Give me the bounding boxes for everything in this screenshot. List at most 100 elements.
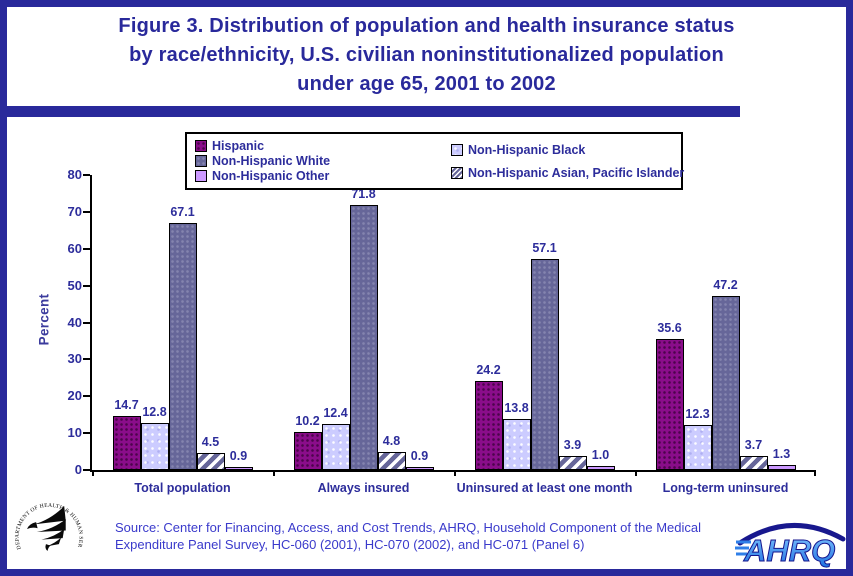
legend-item: Non-Hispanic Other bbox=[195, 169, 451, 183]
bar-value-label: 10.2 bbox=[295, 414, 320, 429]
legend-item-label: Non-Hispanic White bbox=[212, 153, 331, 168]
y-axis-tick-mark bbox=[83, 321, 90, 324]
legend-item-label: Non-Hispanic Black bbox=[468, 142, 586, 157]
y-axis-tick-label: 0 bbox=[74, 462, 82, 477]
bar bbox=[683, 424, 712, 470]
x-axis-tick-mark bbox=[635, 470, 637, 476]
title-divider-rule bbox=[0, 106, 740, 117]
bar-value-label: 35.6 bbox=[657, 320, 682, 335]
legend-item: Hispanic bbox=[195, 139, 451, 153]
y-axis-tick-mark bbox=[83, 358, 90, 361]
legend-item: Non-Hispanic Black bbox=[451, 143, 684, 157]
bar bbox=[377, 452, 406, 470]
x-category-label: Long-term uninsured bbox=[662, 481, 789, 495]
bar bbox=[168, 222, 197, 470]
x-axis-tick-mark bbox=[273, 470, 275, 476]
bar-value-label: 12.3 bbox=[685, 406, 710, 421]
bar-value-label: 3.9 bbox=[563, 437, 582, 452]
source-note: Source: Center for Financing, Access, an… bbox=[115, 519, 701, 553]
legend-swatch-icon bbox=[451, 166, 463, 179]
x-category-label: Always insured bbox=[317, 481, 410, 495]
hhs-eagle-icon bbox=[26, 506, 66, 551]
ahrq-swoosh-icon bbox=[737, 522, 846, 546]
y-axis-tick-mark bbox=[83, 432, 90, 435]
bar bbox=[739, 456, 768, 470]
bar bbox=[711, 295, 740, 470]
y-axis-tick-label: 10 bbox=[67, 425, 82, 441]
bar-value-label: 0.9 bbox=[410, 448, 429, 463]
y-axis-tick-label: 80 bbox=[67, 167, 82, 182]
legend-swatch-icon bbox=[195, 154, 207, 167]
bar-value-label: 13.8 bbox=[504, 401, 529, 416]
bar-value-label: 24.2 bbox=[476, 362, 501, 377]
legend-swatch-icon bbox=[195, 139, 207, 152]
source-note-line-2: Expenditure Panel Survey, HC-060 (2001),… bbox=[115, 537, 585, 552]
y-axis-tick-mark bbox=[83, 247, 90, 250]
source-note-line-1: Source: Center for Financing, Access, an… bbox=[115, 520, 702, 535]
ahrq-speedlines-icon bbox=[735, 540, 751, 556]
bar-value-label: 47.2 bbox=[713, 277, 738, 292]
y-axis-tick-label: 50 bbox=[67, 277, 82, 293]
legend-column: Hispanic Non-Hispanic White Non-Hispanic O… bbox=[195, 138, 451, 184]
bar bbox=[530, 259, 559, 470]
legend-item: Non-Hispanic White bbox=[195, 154, 451, 168]
y-axis-tick-label: 40 bbox=[67, 314, 82, 330]
bar bbox=[112, 415, 141, 470]
bar bbox=[196, 453, 225, 470]
y-axis-tick-label: 20 bbox=[67, 388, 82, 404]
plot-area: 0 10 20 30 40 50 60 70 80 14.7 12.8 67.1 4.5 0.9 Total… bbox=[68, 167, 816, 495]
bar bbox=[558, 455, 587, 470]
bar bbox=[474, 380, 503, 470]
y-axis-tick-label: 30 bbox=[67, 351, 82, 367]
bar bbox=[586, 466, 615, 470]
bar bbox=[224, 466, 253, 470]
legend-column: Non-Hispanic Black Non-Hispanic Asian, Pa… bbox=[451, 138, 684, 184]
y-axis-tick-mark bbox=[83, 174, 90, 176]
bar-value-label: 12.8 bbox=[142, 404, 167, 419]
bar-value-label: 12.4 bbox=[323, 406, 348, 421]
y-axis-tick-mark bbox=[83, 395, 90, 398]
figure-title-line-3: under age 65, 2001 to 2002 bbox=[297, 73, 556, 95]
bar bbox=[349, 205, 378, 470]
bar-value-label: 0.9 bbox=[229, 448, 248, 463]
bar-value-label: 1.0 bbox=[591, 448, 610, 463]
y-axis-tick-label: 70 bbox=[67, 203, 82, 219]
legend: Hispanic Non-Hispanic White Non-Hispanic O… bbox=[185, 132, 684, 190]
hhs-logo: DEPARTMENT OF HEALTH & HUMAN SERVICES • … bbox=[11, 494, 83, 551]
ahrq-wordmark: AHRQ bbox=[743, 533, 835, 568]
y-axis-tick-mark bbox=[83, 469, 90, 471]
figure-title-line-1: Figure 3. Distribution of population and… bbox=[118, 15, 735, 37]
bar-value-label: 57.1 bbox=[532, 241, 557, 256]
ahrq-logo: AHRQ bbox=[735, 522, 846, 568]
x-axis-tick-mark bbox=[814, 470, 816, 476]
legend-item-label: Hispanic bbox=[212, 138, 265, 153]
x-axis-tick-mark bbox=[454, 470, 456, 476]
bar-value-label: 1.3 bbox=[772, 447, 791, 462]
bar bbox=[293, 432, 322, 470]
bar bbox=[321, 424, 350, 470]
y-axis-tick-mark bbox=[83, 284, 90, 287]
legend-item-label: Non-Hispanic Asian, Pacific Islander bbox=[468, 165, 685, 180]
legend-item: Non-Hispanic Asian, Pacific Islander bbox=[451, 166, 684, 180]
bar-value-label: 3.7 bbox=[744, 438, 763, 453]
bar-value-label: 4.8 bbox=[382, 434, 401, 449]
x-category-label: Uninsured at least one month bbox=[456, 481, 633, 495]
bar bbox=[140, 422, 169, 470]
bar-value-label: 67.1 bbox=[170, 204, 195, 219]
figure-title: Figure 3. Distribution of population and… bbox=[30, 12, 823, 99]
y-axis-tick-label: 60 bbox=[67, 240, 82, 256]
legend-swatch-icon bbox=[451, 143, 463, 156]
bar-value-label: 71.8 bbox=[351, 187, 376, 202]
bar bbox=[502, 419, 531, 470]
bar bbox=[767, 465, 796, 470]
bar bbox=[655, 338, 684, 470]
figure-title-line-2: by race/ethnicity, U.S. civilian noninst… bbox=[129, 44, 724, 66]
legend-swatch-icon bbox=[195, 170, 207, 183]
x-axis-tick-mark bbox=[92, 470, 94, 476]
x-category-label: Total population bbox=[134, 481, 231, 495]
y-axis-tick-mark bbox=[83, 210, 90, 213]
bar-value-label: 4.5 bbox=[201, 435, 220, 450]
bar-value-label: 14.7 bbox=[114, 397, 139, 412]
legend-item-label: Non-Hispanic Other bbox=[212, 169, 330, 184]
